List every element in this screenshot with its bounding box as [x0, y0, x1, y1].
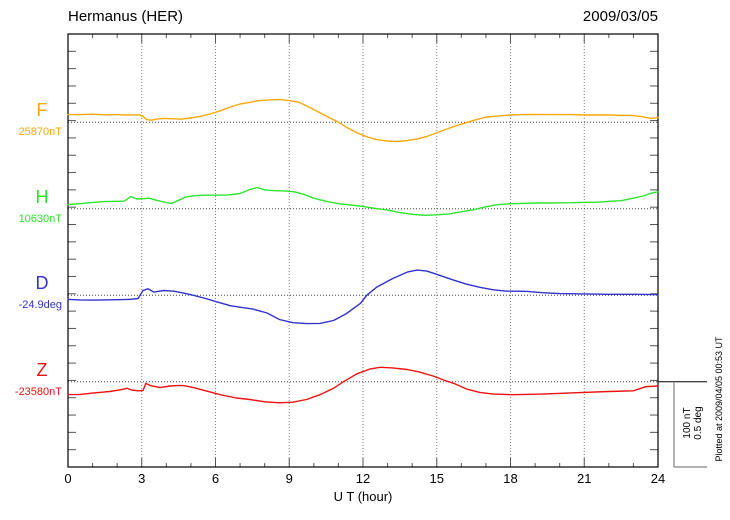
component-baseline-value-H: 10630nT — [18, 212, 62, 225]
component-letter-H: H — [35, 186, 49, 207]
component-baseline-value-F: 25870nT — [18, 126, 62, 139]
trace-Z — [67, 366, 659, 404]
x-tick-label-15: 15 — [429, 471, 444, 486]
x-tick-label-6: 6 — [211, 471, 220, 486]
component-letter-Z: Z — [36, 359, 48, 380]
x-tick-label-0: 0 — [64, 471, 72, 486]
plot-date: 2009/03/05 — [582, 8, 658, 25]
x-tick-label-9: 9 — [285, 471, 293, 486]
x-tick-label-18: 18 — [503, 471, 518, 486]
station-title: Hermanus (HER) — [68, 8, 184, 25]
component-baseline-value-Z: -23580nT — [14, 385, 62, 398]
x-tick-label-12: 12 — [355, 471, 371, 486]
plotted-at-label: Plotted at 2009/04/05 00:53 UT — [714, 336, 724, 462]
component-letter-F: F — [36, 100, 48, 121]
x-tick-label-21: 21 — [577, 471, 592, 486]
component-baseline-value-D: -24.9deg — [18, 299, 62, 312]
scale-bar-label-nt: 100 nT — [682, 407, 693, 439]
component-letter-D: D — [35, 273, 49, 294]
plot-frame — [67, 33, 659, 468]
x-tick-label-3: 3 — [138, 471, 146, 486]
trace-F — [67, 98, 659, 143]
trace-H — [67, 186, 659, 217]
trace-D — [67, 269, 659, 325]
x-axis-label: U T (hour) — [333, 489, 393, 504]
x-tick-label-24: 24 — [650, 471, 666, 486]
scale-bar-label-deg: 0.5 deg — [693, 406, 704, 440]
scale-bar-label: 100 nT 0.5 deg — [682, 401, 704, 445]
